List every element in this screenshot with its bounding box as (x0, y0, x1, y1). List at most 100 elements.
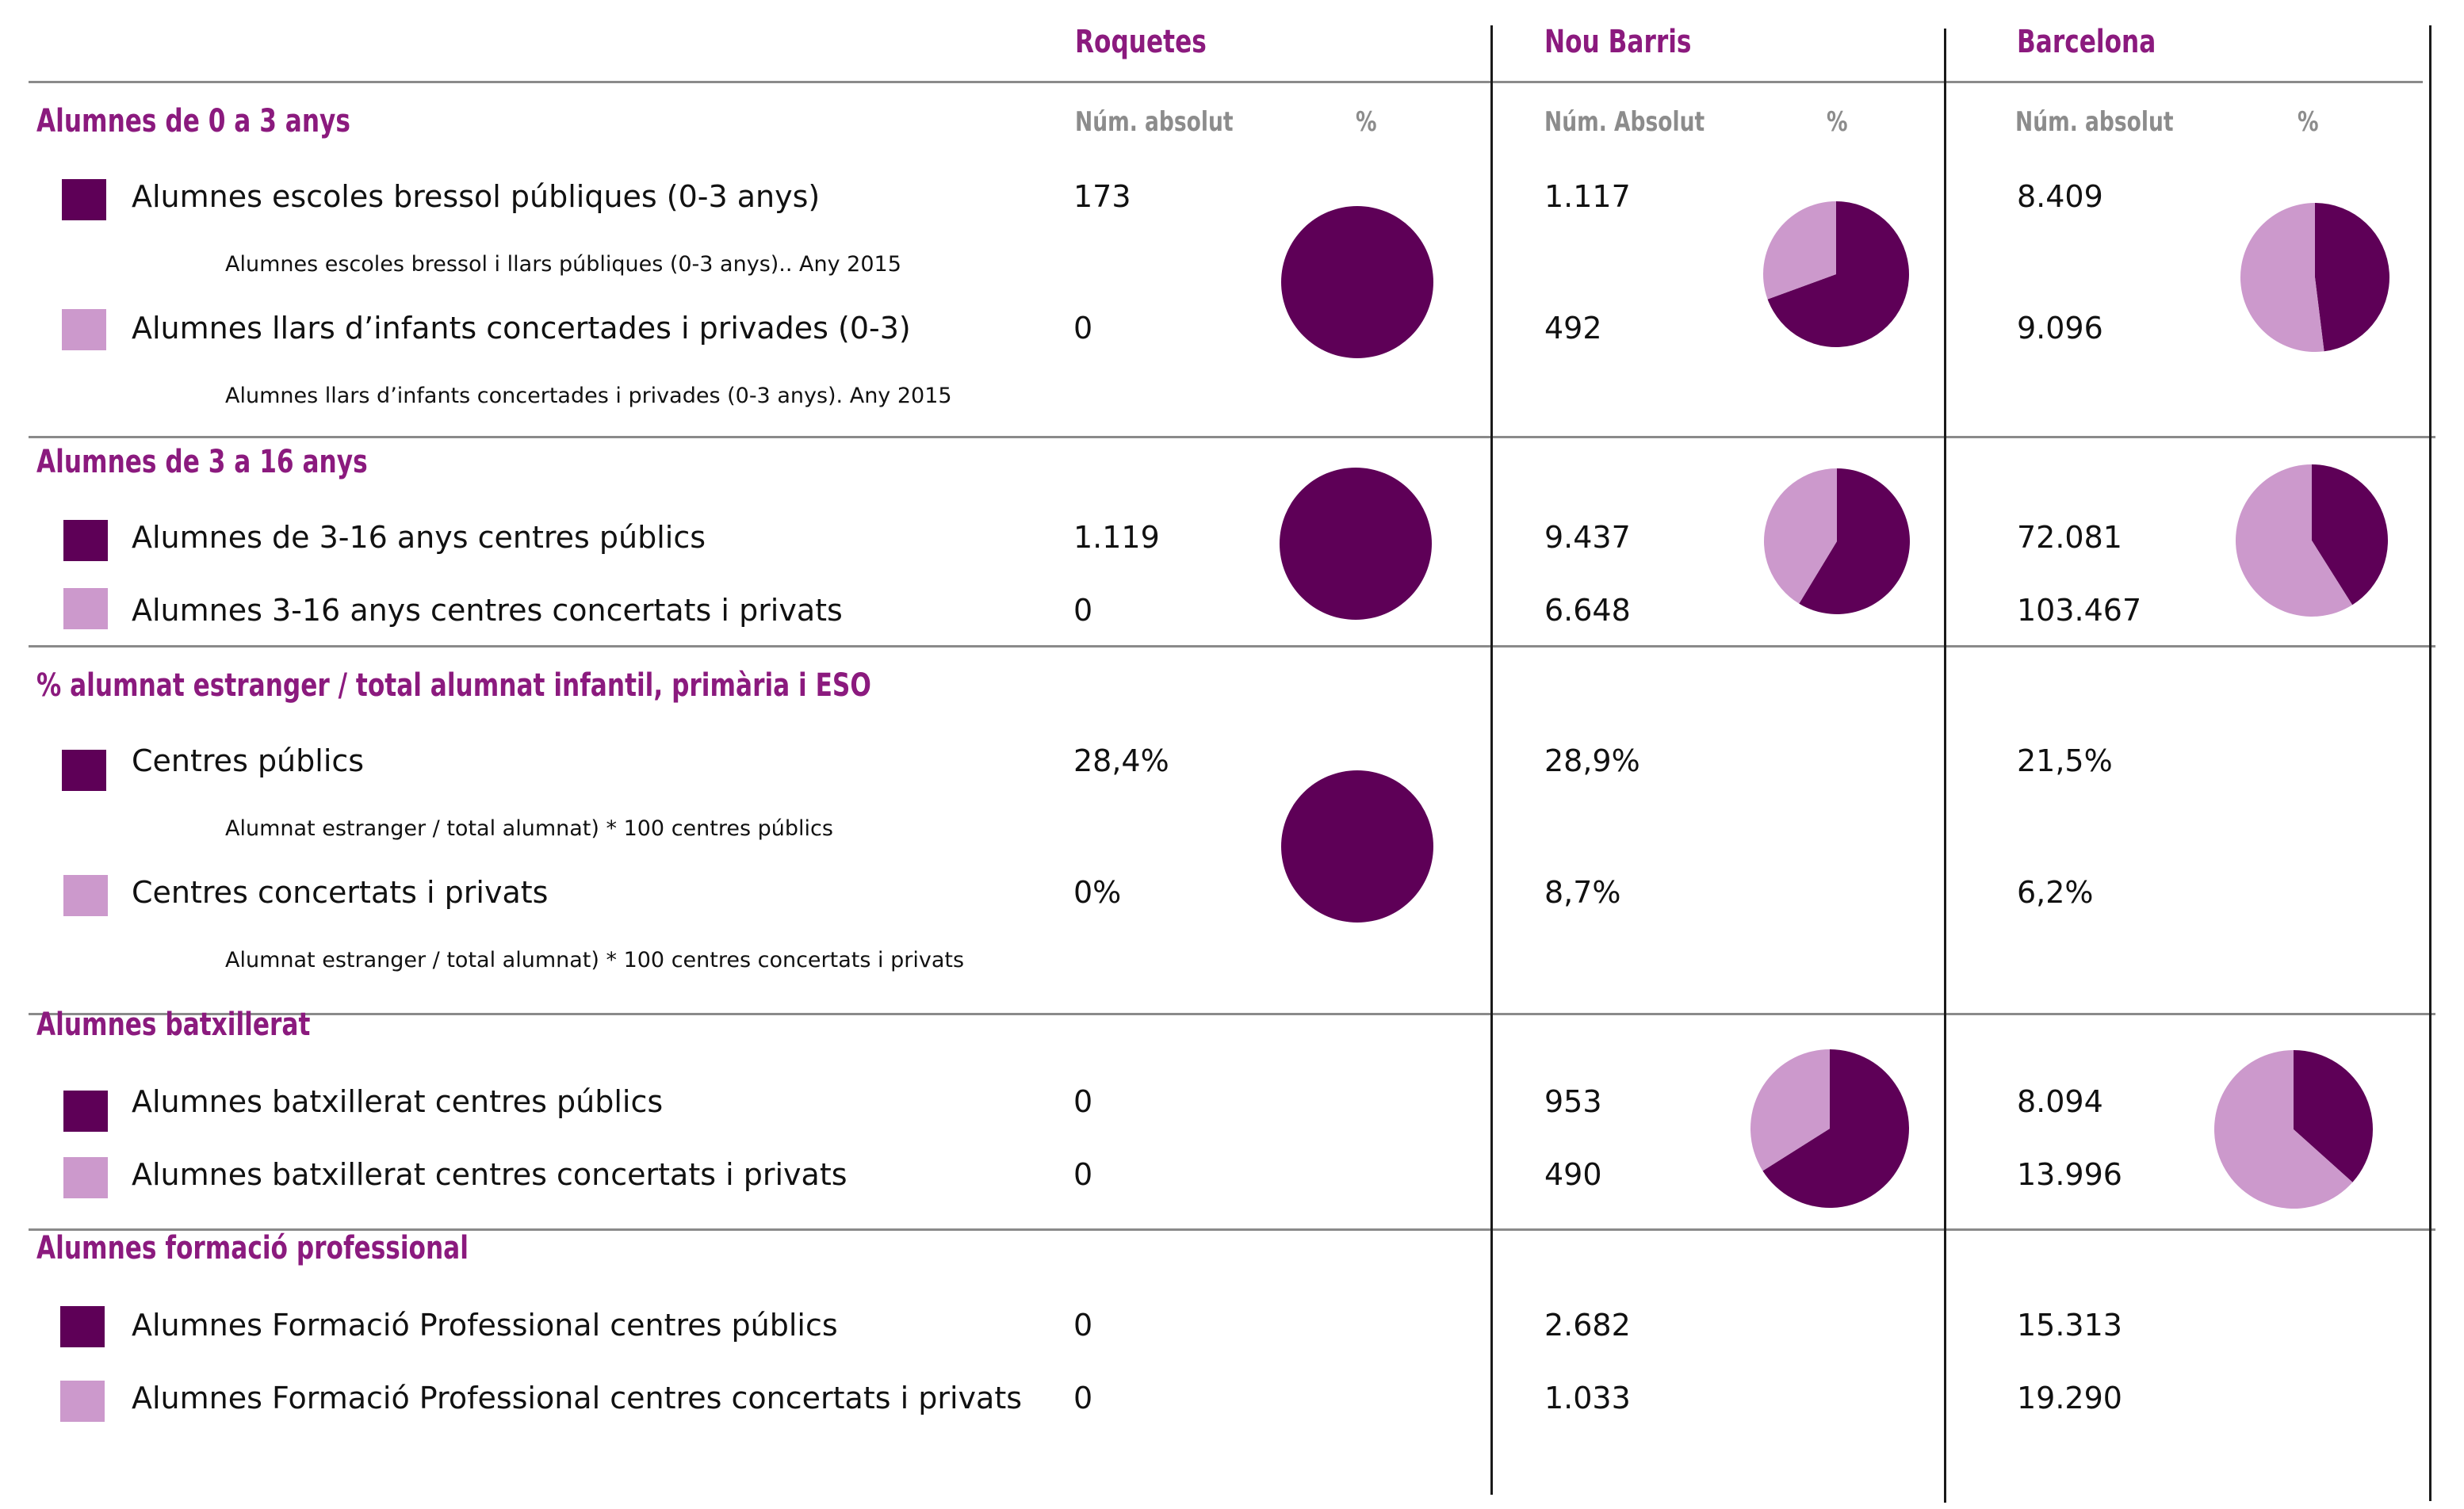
legend-swatch-private (63, 875, 108, 916)
subheader-roquetes-abs: Núm. absolut (1075, 106, 1234, 138)
value-barcelona: 6,2% (2017, 875, 2094, 910)
pie-slice-private (2240, 203, 2324, 352)
value-barcelona: 8.094 (2017, 1084, 2103, 1119)
value-noubarris: 9.437 (1544, 520, 1631, 555)
row-label: Centres concertats i privats (132, 875, 549, 910)
row-note: Alumnes escoles bressol i llars públique… (225, 252, 901, 277)
pie-slice-private (2214, 1050, 2353, 1209)
row-note: Alumnes llars d’infants concertades i pr… (225, 384, 952, 408)
value-roquetes: 173 (1073, 179, 1131, 214)
row-label: Alumnes Formació Professional centres co… (132, 1381, 1023, 1415)
pie-chart (1763, 201, 1909, 347)
pie-slice-private (1750, 1049, 1830, 1171)
pie-chart (1281, 770, 1433, 923)
legend-swatch-private (62, 309, 106, 350)
pie-slice-public (2294, 1050, 2373, 1182)
legend-swatch-public (60, 1306, 105, 1347)
value-roquetes: 0 (1073, 593, 1093, 628)
column-divider-barcelona (1944, 29, 1946, 1503)
pie-chart (1764, 468, 1910, 614)
legend-swatch-public (62, 179, 106, 220)
value-barcelona: 13.996 (2017, 1157, 2122, 1192)
section-divider-3 (29, 1013, 2435, 1015)
value-noubarris: 6.648 (1544, 593, 1631, 628)
pie-slice-public (1799, 468, 1910, 614)
subheader-barcelona-abs: Núm. absolut (2015, 106, 2174, 138)
column-title-roquetes: Roquetes (1075, 24, 1207, 60)
section-divider-2 (29, 645, 2435, 648)
row-label: Alumnes escoles bressol públiques (0-3 a… (132, 179, 821, 214)
legend-swatch-public (63, 520, 108, 561)
pie-chart (2236, 464, 2388, 617)
pie-chart (2240, 203, 2389, 352)
pie-slice-public (1281, 770, 1433, 923)
pie-slice-private (1763, 201, 1836, 300)
pie-chart (1750, 1049, 1909, 1208)
row-label: Alumnes de 3-16 anys centres públics (132, 520, 706, 555)
pie-slice-private (2236, 464, 2353, 617)
value-noubarris: 28,9% (1544, 743, 1640, 778)
value-noubarris: 8,7% (1544, 875, 1621, 910)
subheader-noubarris-pct: % (1827, 106, 1848, 138)
row-label: Alumnes llars d’infants concertades i pr… (132, 311, 911, 346)
header-divider (29, 81, 2423, 83)
value-roquetes: 0 (1073, 1157, 1093, 1192)
section-title-batxillerat: Alumnes batxillerat (36, 1007, 311, 1043)
value-roquetes: 0 (1073, 1308, 1093, 1343)
section-title-foreign: % alumnat estranger / total alumnat infa… (36, 667, 871, 704)
value-roquetes: 0 (1073, 1381, 1093, 1415)
pie-chart (2214, 1050, 2373, 1209)
row-note: Alumnat estranger / total alumnat) * 100… (225, 816, 833, 841)
row-label: Alumnes batxillerat centres públics (132, 1084, 664, 1119)
subheader-barcelona-pct: % (2298, 106, 2319, 138)
pie-slice-public (2312, 464, 2388, 606)
pie-slice-public (2315, 203, 2389, 352)
value-noubarris: 953 (1544, 1084, 1602, 1119)
value-barcelona: 103.467 (2017, 593, 2142, 628)
value-roquetes: 0 (1073, 311, 1093, 346)
value-noubarris: 492 (1544, 311, 1602, 346)
value-noubarris: 2.682 (1544, 1308, 1631, 1343)
row-label: Centres públics (132, 743, 365, 778)
pie-slice-public (1280, 468, 1432, 620)
value-barcelona: 8.409 (2017, 179, 2103, 214)
row-label: Alumnes Formació Professional centres pú… (132, 1308, 838, 1343)
section-title-3-16: Alumnes de 3 a 16 anys (36, 444, 368, 480)
column-divider-right (2429, 25, 2431, 1501)
value-roquetes: 1.119 (1073, 520, 1160, 555)
legend-swatch-private (60, 1381, 105, 1422)
value-barcelona: 72.081 (2017, 520, 2122, 555)
value-noubarris: 1.033 (1544, 1381, 1631, 1415)
pie-chart (1281, 206, 1433, 358)
subheader-noubarris-abs: Núm. Absolut (1544, 106, 1705, 138)
value-roquetes: 0% (1073, 875, 1122, 910)
legend-swatch-private (63, 1157, 108, 1198)
section-title-0-3: Alumnes de 0 a 3 anys (36, 103, 350, 139)
section-divider-4 (29, 1228, 2435, 1231)
value-roquetes: 28,4% (1073, 743, 1169, 778)
value-barcelona: 21,5% (2017, 743, 2113, 778)
legend-swatch-public (63, 1091, 108, 1132)
column-title-noubarris: Nou Barris (1544, 24, 1692, 60)
column-title-barcelona: Barcelona (2017, 24, 2156, 60)
pie-slice-public (1767, 201, 1909, 347)
value-roquetes: 0 (1073, 1084, 1093, 1119)
subheader-roquetes-pct: % (1356, 106, 1377, 138)
value-noubarris: 490 (1544, 1157, 1602, 1192)
row-label: Alumnes 3-16 anys centres concertats i p… (132, 593, 843, 628)
value-barcelona: 15.313 (2017, 1308, 2122, 1343)
section-divider-1 (29, 436, 2435, 438)
pie-slice-private (1764, 468, 1837, 604)
row-note: Alumnat estranger / total alumnat) * 100… (225, 948, 965, 972)
row-label: Alumnes batxillerat centres concertats i… (132, 1157, 847, 1192)
value-barcelona: 19.290 (2017, 1381, 2122, 1415)
legend-swatch-private (63, 588, 108, 629)
column-divider-noubarris (1490, 25, 1493, 1495)
value-noubarris: 1.117 (1544, 179, 1631, 214)
legend-swatch-public (62, 750, 106, 791)
section-title-fp: Alumnes formació professional (36, 1230, 469, 1266)
pie-slice-public (1281, 206, 1433, 358)
pie-chart (1280, 468, 1432, 620)
pie-slice-public (1762, 1049, 1909, 1208)
value-barcelona: 9.096 (2017, 311, 2103, 346)
